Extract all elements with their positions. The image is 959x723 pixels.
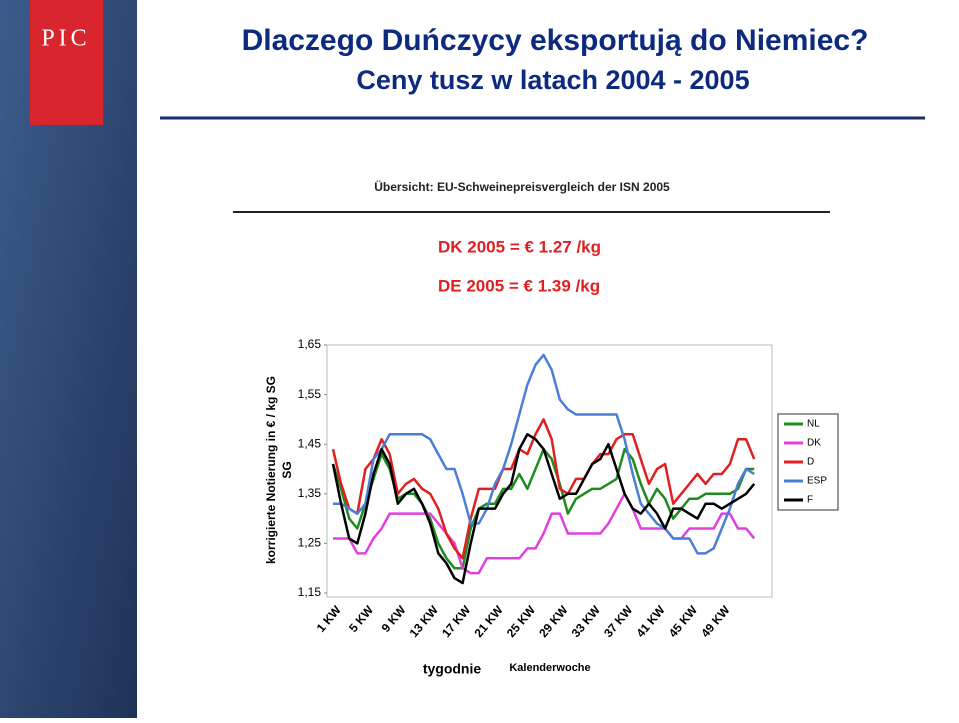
y-tick-label: 1,15 bbox=[298, 585, 322, 599]
x-tick-label: 37 KW bbox=[601, 602, 636, 640]
y-axis-label: korrigierte Notierung in € / kg SG bbox=[264, 376, 278, 564]
x-tick-label: 17 KW bbox=[439, 602, 474, 640]
logo-box bbox=[30, 0, 103, 125]
x-axis-label: Kalenderwoche bbox=[509, 662, 590, 674]
legend-label: NL bbox=[807, 419, 820, 430]
legend-label: F bbox=[807, 495, 813, 506]
y-tick-label: 1,25 bbox=[298, 536, 322, 550]
legend-label: ESP bbox=[807, 476, 827, 487]
x-tick-label: 29 KW bbox=[536, 602, 571, 640]
y-axis-label: SG bbox=[280, 461, 294, 478]
chart-title: Übersicht: EU-Schweinepreisvergleich der… bbox=[374, 179, 670, 194]
x-tick-label: 1 KW bbox=[314, 602, 344, 634]
x-tick-label: 41 KW bbox=[633, 602, 668, 640]
slide-subtitle: Ceny tusz w latach 2004 - 2005 bbox=[356, 65, 749, 95]
x-axis-label: tygodnie bbox=[423, 661, 482, 677]
y-tick-label: 1,45 bbox=[298, 436, 322, 450]
series-line bbox=[333, 492, 756, 575]
y-tick-label: 1,65 bbox=[298, 337, 322, 351]
x-tick-label: 21 KW bbox=[471, 602, 506, 640]
legend-label: D bbox=[807, 457, 814, 468]
x-tick-label: 45 KW bbox=[666, 602, 701, 640]
series-line bbox=[331, 433, 756, 585]
legend-label: DK bbox=[807, 438, 821, 449]
x-tick-label: 9 KW bbox=[379, 602, 409, 634]
plot-frame bbox=[326, 344, 773, 598]
x-tick-label: 5 KW bbox=[346, 602, 376, 634]
series-line bbox=[333, 353, 755, 555]
x-tick-label: 13 KW bbox=[407, 602, 442, 640]
y-tick-label: 1,55 bbox=[298, 387, 322, 401]
slide-title: Dlaczego Duńczycy eksportują do Niemiec? bbox=[242, 24, 869, 57]
annotation: DE 2005 = € 1.39 /kg bbox=[438, 276, 600, 295]
y-tick-label: 1,35 bbox=[298, 486, 322, 500]
series-line bbox=[331, 418, 756, 560]
logo: PIC bbox=[41, 26, 90, 52]
x-tick-label: 33 KW bbox=[569, 602, 604, 640]
x-tick-label: 49 KW bbox=[698, 602, 733, 640]
series-line bbox=[331, 447, 755, 570]
x-tick-label: 25 KW bbox=[504, 602, 539, 640]
annotation: DK 2005 = € 1.27 /kg bbox=[438, 237, 601, 256]
